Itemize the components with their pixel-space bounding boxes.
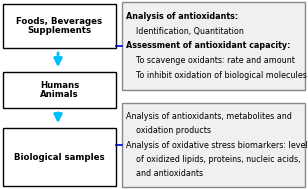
Bar	[3, 4, 116, 48]
Bar	[122, 103, 305, 187]
Text: To scavenge oxidants: rate and amount: To scavenge oxidants: rate and amount	[126, 56, 295, 65]
Text: Assessment of antioxidant capacity:: Assessment of antioxidant capacity:	[126, 42, 290, 50]
Bar	[3, 72, 116, 108]
Bar	[122, 2, 305, 90]
Bar	[3, 128, 116, 186]
Text: Identification, Quantitation: Identification, Quantitation	[126, 27, 244, 36]
Text: Biological samples: Biological samples	[14, 153, 105, 161]
Text: Foods, Beverages: Foods, Beverages	[16, 17, 103, 26]
Text: Analysis of antioxidants:: Analysis of antioxidants:	[126, 12, 238, 21]
Text: and antioxidants: and antioxidants	[126, 169, 203, 178]
Text: Supplements: Supplements	[27, 26, 91, 35]
Text: Animals: Animals	[40, 90, 79, 99]
Text: Analysis of oxidative stress biomarkers: levels: Analysis of oxidative stress biomarkers:…	[126, 140, 308, 149]
Text: oxidation products: oxidation products	[126, 126, 211, 135]
Text: of oxidized lipids, proteins, nucleic acids,: of oxidized lipids, proteins, nucleic ac…	[126, 155, 301, 164]
Text: Humans: Humans	[40, 81, 79, 90]
Text: To inhibit oxidation of biological molecules: To inhibit oxidation of biological molec…	[126, 71, 307, 80]
Text: Analysis of antioxidants, metabolites and: Analysis of antioxidants, metabolites an…	[126, 112, 292, 121]
